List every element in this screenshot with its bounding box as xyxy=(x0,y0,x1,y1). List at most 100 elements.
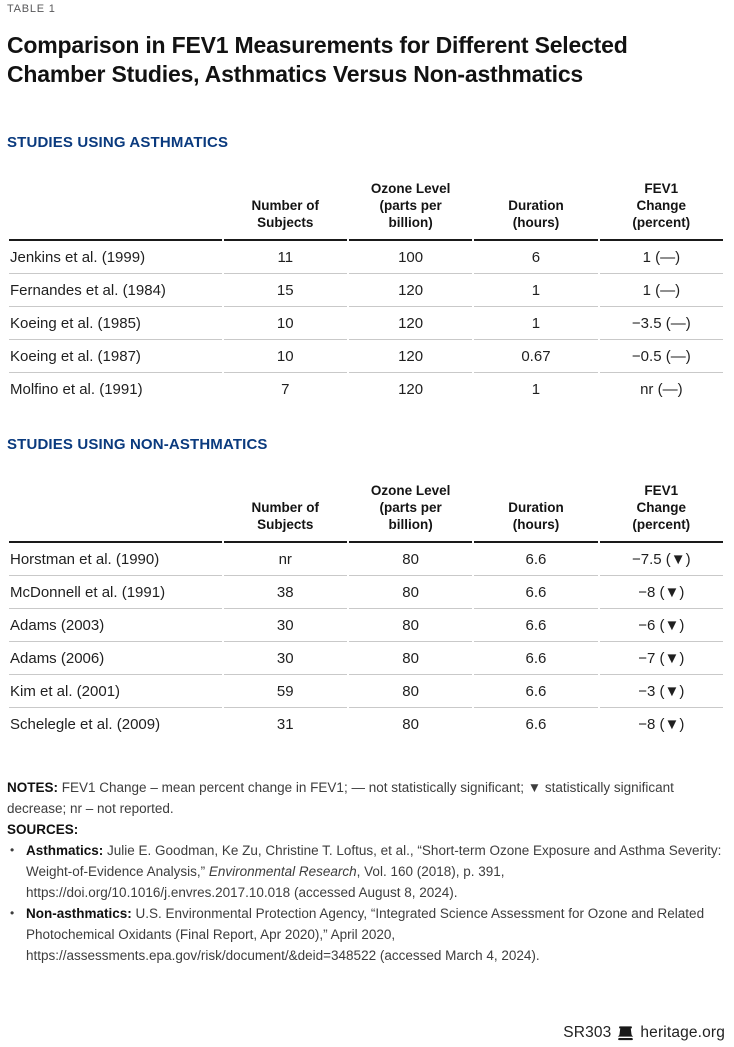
study-name-cell: Fernandes et al. (1984) xyxy=(9,274,222,307)
duration-cell: 6.6 xyxy=(474,543,598,576)
table-row: Koeing et al. (1987) 10 120 0.67 −0.5 (—… xyxy=(9,340,723,373)
subjects-cell: 59 xyxy=(223,675,347,708)
fev1-cell: −0.5 (—) xyxy=(599,340,723,373)
column-header-subjects: Number of Subjects xyxy=(223,157,347,241)
ozone-cell: 100 xyxy=(348,241,473,274)
column-header-ozone: Ozone Level (parts per billion) xyxy=(348,157,473,241)
page-title: Comparison in FEV1 Measurements for Diff… xyxy=(7,32,628,87)
study-name-cell: Horstman et al. (1990) xyxy=(9,543,222,576)
fev1-cell: −7 (▼) xyxy=(599,642,723,675)
sources-label: SOURCES: xyxy=(7,822,79,837)
source-lead-label: Asthmatics: xyxy=(26,843,104,858)
column-header-fev1: FEV1 Change (percent) xyxy=(599,157,723,241)
asthmatics-section: STUDIES USING ASTHMATICS Number of Subje… xyxy=(7,134,726,406)
subjects-cell: 31 xyxy=(276,716,294,733)
source-citation: Julie E. Goodman, Ke Zu, Christine T. Lo… xyxy=(26,843,722,879)
notes-block: NOTES: FEV1 Change – mean percent change… xyxy=(7,777,726,819)
section-heading-asthmatics: STUDIES USING ASTHMATICS xyxy=(7,134,229,151)
duration-cell: 6 xyxy=(474,241,598,274)
duration-cell: 0.67 xyxy=(474,340,598,373)
table-kicker: TABLE 1 xyxy=(7,3,56,15)
table-row: Schelegle et al. (2009) 31 80 6.6 −8 (▼) xyxy=(9,708,723,741)
source-item-asthmatics: • Asthmatics: Julie E. Goodman, Ke Zu, C… xyxy=(7,840,726,903)
study-name-cell: Adams (2006) xyxy=(9,642,222,675)
table-row: Koeing et al. (1985) 10 120 1 −3.5 (—) xyxy=(9,307,723,340)
subjects-cell: 30 xyxy=(223,609,347,642)
ozone-cell: 80 xyxy=(348,543,473,576)
header-row: Number of Subjects Ozone Level (parts pe… xyxy=(9,459,723,543)
table-row: Fernandes et al. (1984) 15 120 1 1 (—) xyxy=(9,274,723,307)
subjects-cell: 7 xyxy=(281,381,290,398)
ozone-cell: 120 xyxy=(348,340,473,373)
table-row: Jenkins et al. (1999) 11 100 6 1 (—) xyxy=(9,241,723,274)
table-row: Kim et al. (2001) 59 80 6.6 −3 (▼) xyxy=(9,675,723,708)
ozone-cell: 120 xyxy=(348,307,473,340)
subjects-cell: 38 xyxy=(223,576,347,609)
table-figure: TABLE 1 Comparison in FEV1 Measurements … xyxy=(7,3,726,1041)
table-row: Molfino et al. (1991) 7 120 1 nr (—) xyxy=(9,373,723,406)
asthmatics-table: Number of Subjects Ozone Level (parts pe… xyxy=(7,157,725,406)
ozone-cell: 80 xyxy=(402,716,419,733)
study-name-cell: Molfino et al. (1991) xyxy=(10,381,143,398)
fev1-cell: 1 (—) xyxy=(599,274,723,307)
table-row: Adams (2003) 30 80 6.6 −6 (▼) xyxy=(9,609,723,642)
non-asthmatics-table: Number of Subjects Ozone Level (parts pe… xyxy=(7,459,725,741)
footer: SR303 heritage.org xyxy=(563,1024,725,1042)
source-lead-label: Non-asthmatics: xyxy=(26,906,132,921)
liberty-bell-icon xyxy=(617,1025,634,1041)
duration-cell: 1 xyxy=(474,274,598,307)
non-asthmatics-section: STUDIES USING NON-ASTHMATICS Number of S… xyxy=(7,436,726,741)
duration-cell: 1 xyxy=(531,381,541,398)
source-citation: U.S. Environmental Protection Agency, “I… xyxy=(26,906,705,963)
study-name-cell: Schelegle et al. (2009) xyxy=(10,716,161,733)
ozone-cell: 80 xyxy=(348,675,473,708)
fev1-cell: −3 (▼) xyxy=(599,675,723,708)
table-row: Horstman et al. (1990) nr 80 6.6 −7.5 (▼… xyxy=(9,543,723,576)
source-text-non-asthmatics: Non-asthmatics: U.S. Environmental Prote… xyxy=(26,903,726,966)
subjects-cell: nr xyxy=(223,543,347,576)
ozone-cell: 120 xyxy=(348,274,473,307)
subjects-cell: 11 xyxy=(223,241,347,274)
duration-cell: 6.6 xyxy=(474,576,598,609)
section-heading-non-asthmatics: STUDIES USING NON-ASTHMATICS xyxy=(7,436,268,453)
ozone-cell: 80 xyxy=(348,609,473,642)
subjects-cell: 15 xyxy=(223,274,347,307)
footer-site: heritage.org xyxy=(640,1024,725,1041)
fev1-cell: nr (—) xyxy=(640,381,683,398)
ozone-cell: 120 xyxy=(398,381,424,398)
notes-label: NOTES: xyxy=(7,780,59,795)
fev1-cell: −8 (▼) xyxy=(638,716,685,733)
report-id: SR303 xyxy=(563,1024,612,1041)
column-header-study xyxy=(9,459,222,543)
source-item-non-asthmatics: • Non-asthmatics: U.S. Environmental Pro… xyxy=(7,903,726,966)
column-header-duration: Duration (hours) xyxy=(474,157,598,241)
subjects-cell: 10 xyxy=(223,340,347,373)
duration-cell: 6.6 xyxy=(474,642,598,675)
bullet-icon: • xyxy=(10,906,15,920)
source-citation-cont: , Vol. 160 (2018), p. 391, https://doi.o… xyxy=(26,864,505,900)
ozone-cell: 80 xyxy=(348,642,473,675)
subjects-cell: 10 xyxy=(223,307,347,340)
header-row: Number of Subjects Ozone Level (parts pe… xyxy=(9,157,723,241)
study-name-cell: Kim et al. (2001) xyxy=(9,675,222,708)
duration-cell: 6.6 xyxy=(525,716,547,733)
study-name-cell: Jenkins et al. (1999) xyxy=(9,241,222,274)
table-row: Adams (2006) 30 80 6.6 −7 (▼) xyxy=(9,642,723,675)
ozone-cell: 80 xyxy=(348,576,473,609)
study-name-cell: McDonnell et al. (1991) xyxy=(9,576,222,609)
table-row: McDonnell et al. (1991) 38 80 6.6 −8 (▼) xyxy=(9,576,723,609)
subjects-cell: 30 xyxy=(223,642,347,675)
fev1-cell: −3.5 (—) xyxy=(599,307,723,340)
column-header-subjects: Number of Subjects xyxy=(223,459,347,543)
notes-text: FEV1 Change – mean percent change in FEV… xyxy=(7,780,674,816)
source-text-asthmatics: Asthmatics: Julie E. Goodman, Ke Zu, Chr… xyxy=(26,840,726,903)
column-header-duration: Duration (hours) xyxy=(474,459,598,543)
fev1-cell: −8 (▼) xyxy=(599,576,723,609)
fev1-cell: 1 (—) xyxy=(599,241,723,274)
fev1-cell: −6 (▼) xyxy=(599,609,723,642)
study-name-cell: Koeing et al. (1985) xyxy=(9,307,222,340)
column-header-study xyxy=(9,157,222,241)
duration-cell: 1 xyxy=(474,307,598,340)
duration-cell: 6.6 xyxy=(474,609,598,642)
column-header-ozone: Ozone Level (parts per billion) xyxy=(348,459,473,543)
